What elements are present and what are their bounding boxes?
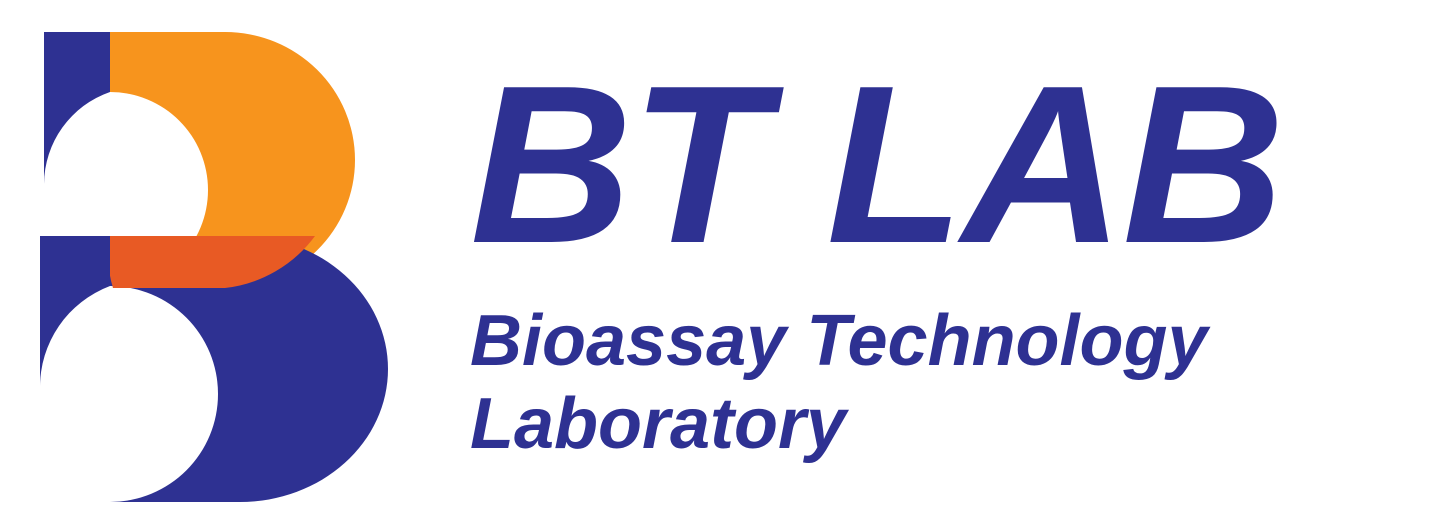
logo-text-block: BT LAB Bioassay Technology Laboratory xyxy=(470,58,1283,465)
brand-subtitle: Bioassay Technology Laboratory xyxy=(470,300,1283,466)
logo-mark xyxy=(40,22,400,502)
brand-title: BT LAB xyxy=(470,58,1283,272)
subtitle-line-2: Laboratory xyxy=(470,384,846,464)
subtitle-line-1: Bioassay Technology xyxy=(470,301,1208,381)
logo-container: BT LAB Bioassay Technology Laboratory xyxy=(0,22,1283,502)
logo-b-icon xyxy=(40,22,400,502)
